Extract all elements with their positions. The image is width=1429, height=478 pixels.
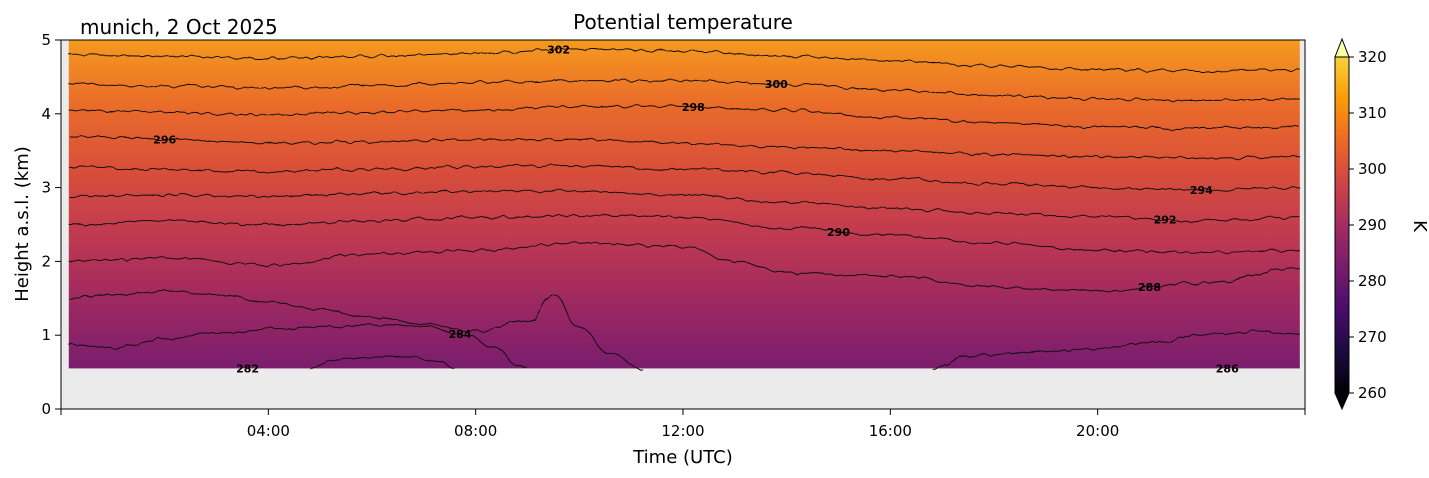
y-tick-label: 4 xyxy=(41,105,51,123)
colorbar-tick-label: 260 xyxy=(1358,384,1387,402)
contour-288 xyxy=(68,242,1300,292)
colorbar-tick-label: 280 xyxy=(1358,272,1387,290)
contour-label-288: 288 xyxy=(1138,281,1161,294)
y-axis-ticks: 0 1 2 3 4 5 xyxy=(41,31,61,418)
colorbar-tick-label: 310 xyxy=(1358,104,1387,122)
contour-label-296: 296 xyxy=(153,134,176,147)
heatmap-field xyxy=(68,40,1300,369)
colorbar-label: K xyxy=(1409,220,1429,233)
chart-subtitle: munich, 2 Oct 2025 xyxy=(80,15,278,39)
colorbar-ticks: 260 270 280 290 300 310 320 xyxy=(1349,48,1387,402)
contour-labels: 282 284 286 288 290 292 294 296 298 300 302 xyxy=(153,44,1239,376)
y-tick-label: 1 xyxy=(41,326,51,344)
y-tick-label: 0 xyxy=(41,400,51,418)
x-tick-label: 08:00 xyxy=(454,422,497,440)
contour-label-302: 302 xyxy=(547,44,570,57)
x-tick-label: 16:00 xyxy=(869,422,912,440)
contour-284 xyxy=(68,323,528,369)
x-tick-label: 20:00 xyxy=(1076,422,1119,440)
colorbar-tick-label: 320 xyxy=(1358,48,1387,66)
contour-label-286: 286 xyxy=(1216,362,1239,375)
colorbar-tick-label: 290 xyxy=(1358,216,1387,234)
colorbar-tick-label: 300 xyxy=(1358,160,1387,178)
x-tick-label: 04:00 xyxy=(247,422,290,440)
contour-294 xyxy=(68,164,1300,191)
contour-lines xyxy=(68,48,1300,369)
contour-286 xyxy=(931,331,1300,369)
y-tick-label: 3 xyxy=(41,179,51,197)
contour-label-282: 282 xyxy=(236,362,259,375)
chart-title: Potential temperature xyxy=(573,10,793,34)
x-axis-label: Time (UTC) xyxy=(632,447,733,468)
contour-290 xyxy=(68,215,1300,254)
y-tick-label: 5 xyxy=(41,31,51,49)
contour-282 xyxy=(309,355,455,369)
colorbar-extend-bottom xyxy=(1334,392,1350,411)
contour-286 xyxy=(68,290,642,369)
contour-296 xyxy=(68,135,1300,159)
contour-302 xyxy=(68,48,1300,72)
colorbar-gradient xyxy=(1334,56,1350,394)
contour-label-292: 292 xyxy=(1154,214,1177,227)
contour-298 xyxy=(68,105,1300,130)
y-tick-label: 2 xyxy=(41,252,51,270)
x-axis-ticks: 04:00 08:00 12:00 16:00 20:00 xyxy=(60,409,1306,440)
colorbar: 260 270 280 290 300 310 320 K xyxy=(1334,37,1429,411)
contour-292 xyxy=(68,190,1300,222)
colorbar-tick-label: 270 xyxy=(1358,328,1387,346)
x-tick-label: 12:00 xyxy=(661,422,704,440)
contour-label-298: 298 xyxy=(682,101,705,114)
contour-300 xyxy=(68,80,1300,102)
contour-label-300: 300 xyxy=(765,78,788,91)
contour-label-294: 294 xyxy=(1190,184,1213,197)
contour-label-284: 284 xyxy=(449,328,472,341)
y-axis-label: Height a.s.l. (km) xyxy=(12,146,33,302)
colorbar-extend-top xyxy=(1334,37,1350,58)
contour-label-290: 290 xyxy=(827,226,850,239)
